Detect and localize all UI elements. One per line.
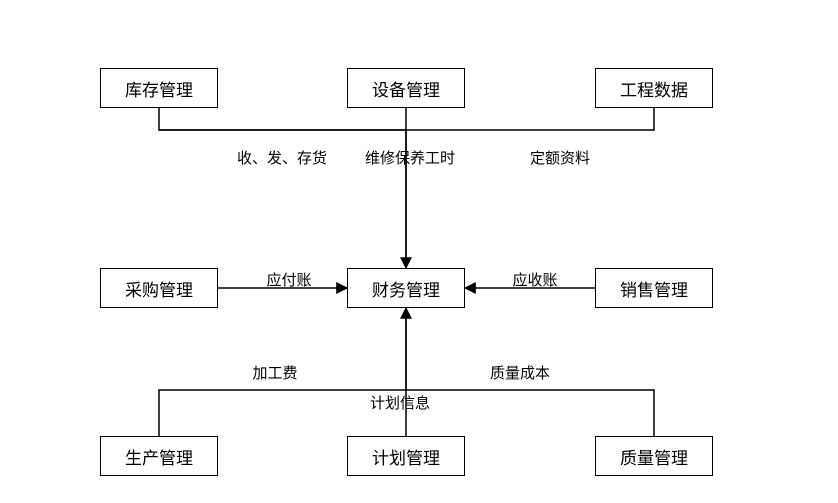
node-sales: 销售管理	[595, 268, 713, 308]
node-equipment: 设备管理	[347, 68, 465, 108]
node-label: 生产管理	[125, 444, 193, 469]
node-label: 计划管理	[372, 444, 440, 469]
node-label: 销售管理	[620, 276, 688, 301]
edge-label-plan-info: 计划信息	[350, 395, 450, 415]
node-planning: 计划管理	[347, 436, 465, 476]
edge-label-process-fee: 加工费	[235, 365, 315, 385]
edge-label-maint-hours: 维修保养工时	[350, 150, 470, 170]
node-finance: 财务管理	[347, 268, 465, 308]
node-label: 库存管理	[125, 76, 193, 101]
node-label: 采购管理	[125, 276, 193, 301]
node-purchase: 采购管理	[100, 268, 218, 308]
node-quality: 质量管理	[595, 436, 713, 476]
diagram-canvas: 库存管理 设备管理 工程数据 采购管理 财务管理 销售管理 生产管理 计划管理 …	[0, 0, 838, 503]
node-label: 质量管理	[620, 444, 688, 469]
edge-label-receivable: 应收账	[495, 272, 575, 292]
node-label: 设备管理	[372, 76, 440, 101]
node-production: 生产管理	[100, 436, 218, 476]
node-engdata: 工程数据	[595, 68, 713, 108]
node-label: 财务管理	[372, 276, 440, 301]
edge-label-quality-cost: 质量成本	[470, 365, 570, 385]
node-inventory: 库存管理	[100, 68, 218, 108]
edge-label-recv-send-store: 收、发、存货	[222, 150, 342, 170]
edge-label-quota-info: 定额资料	[510, 150, 610, 170]
edge-label-payable: 应付账	[249, 272, 329, 292]
node-label: 工程数据	[620, 76, 688, 101]
